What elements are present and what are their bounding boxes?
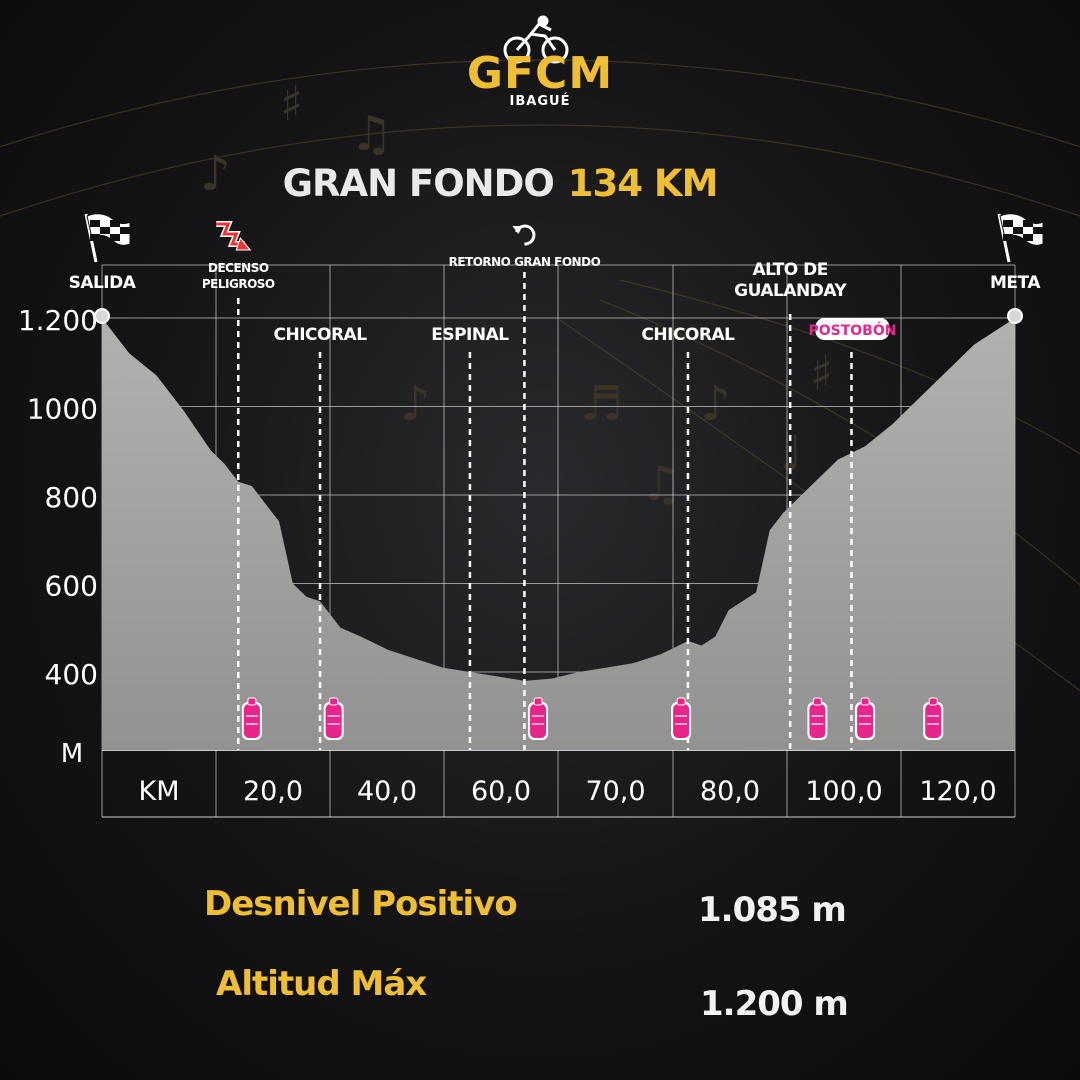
svg-text:♯: ♯ xyxy=(280,76,303,132)
stat-value-desnivel: 1.085 m xyxy=(698,890,847,930)
km-tick-label: 100,0 xyxy=(805,776,882,807)
water-bottle-icon xyxy=(671,697,692,740)
marker-label: POSTOBÓN xyxy=(808,321,896,339)
elevation-profile-area xyxy=(102,318,1015,750)
km-row: KM 20,0 40,0 60,0 70,0 80,0 100,0 120,0 xyxy=(138,776,996,807)
bottle-body xyxy=(325,704,342,738)
svg-text:♯: ♯ xyxy=(810,346,833,402)
marker-label: CHICORAL xyxy=(641,325,735,345)
km-tick-label: 20,0 xyxy=(243,776,303,807)
svg-text:♪: ♪ xyxy=(400,376,431,432)
y-tick-label: 800 xyxy=(45,481,98,514)
bottle-cap xyxy=(676,697,686,706)
km-tick-label: 60,0 xyxy=(471,776,531,807)
postobon-badge xyxy=(815,318,890,340)
marker-label: ESPINAL xyxy=(431,325,509,345)
km-tick-label: 120,0 xyxy=(919,776,996,807)
chart-markers: SALIDA DECENSO PELIGROSO CHICORAL ESPINAL RET… xyxy=(69,213,1044,345)
checkered-flag-icon xyxy=(997,213,1044,263)
flag-square xyxy=(90,220,100,227)
bottle-cap xyxy=(812,697,822,706)
cyclist-icon xyxy=(503,15,569,64)
bottle-body xyxy=(809,704,826,738)
svg-text:♫: ♫ xyxy=(350,106,393,162)
km-tick-label: 40,0 xyxy=(357,776,417,807)
bottle-cap xyxy=(928,697,938,706)
flag-square xyxy=(1023,220,1033,227)
endpoint-marker xyxy=(1007,308,1023,324)
stat-value-altitud: 1.200 m xyxy=(700,984,849,1024)
postobon-logo: POSTOBÓN xyxy=(808,318,896,340)
svg-text:♫: ♫ xyxy=(640,456,683,512)
bottle-body xyxy=(925,704,942,738)
bottle-body xyxy=(243,704,260,738)
title-prefix: GRAN FONDO xyxy=(282,162,555,205)
y-tick-label: 1000 xyxy=(27,393,98,426)
y-tick-label: 400 xyxy=(45,658,98,691)
marker-label: PELIGROSO xyxy=(202,277,275,291)
marker-label: DECENSO xyxy=(208,261,269,275)
checkered-flag-icon xyxy=(84,213,131,263)
marker-label: GUALANDAY xyxy=(734,281,847,301)
y-axis-label: M xyxy=(61,739,83,769)
bottle-cap xyxy=(247,697,257,706)
y-tick-label: 600 xyxy=(45,570,98,603)
water-bottle-icon xyxy=(855,697,876,740)
danger-arrow-icon xyxy=(216,221,252,251)
marker-label: RETORNO GRAN FONDO xyxy=(449,255,601,269)
bottle-cap xyxy=(329,697,339,706)
danger-arrow-line xyxy=(216,222,245,246)
y-axis-ticks: 1.200 1000 800 600 400 M xyxy=(18,304,98,769)
water-bottle-icon xyxy=(923,697,944,740)
water-bottle-icon xyxy=(241,697,262,740)
music-notes-decoration: ♪ ♯ ♫ ♬ ♪ ♩ ♫ ♯ ♪ xyxy=(200,76,833,512)
marker-label: SALIDA xyxy=(69,273,137,293)
u-turn-icon xyxy=(512,224,536,246)
svg-text:♪: ♪ xyxy=(700,376,731,432)
flag-square xyxy=(100,227,110,234)
bottle-cap xyxy=(533,697,543,706)
svg-text:♪: ♪ xyxy=(200,146,231,202)
flag-square xyxy=(90,234,100,241)
flag-square xyxy=(120,227,130,234)
flag-square xyxy=(1003,234,1013,241)
x-axis-label: KM xyxy=(138,776,179,807)
flag-square xyxy=(1033,227,1043,234)
water-bottle-icon xyxy=(528,697,549,740)
marker-lines xyxy=(237,272,853,750)
danger-arrow-head xyxy=(235,236,252,251)
bottle-body xyxy=(530,704,547,738)
water-bottle-icon xyxy=(323,697,344,740)
page-title: GRAN FONDO 134 KM xyxy=(0,162,1000,205)
km-tick-label: 80,0 xyxy=(700,776,760,807)
marker-label: META xyxy=(990,273,1041,293)
water-bottle-icon xyxy=(807,697,828,740)
marker-label: CHICORAL xyxy=(274,325,368,345)
km-tick-label: 70,0 xyxy=(585,776,645,807)
marker-label: ALTO DE xyxy=(752,260,827,280)
stat-label-altitud: Altitud Máx xyxy=(216,964,427,1004)
flag-square xyxy=(1023,234,1033,241)
svg-text:♩: ♩ xyxy=(780,426,803,482)
y-tick-label: 1.200 xyxy=(18,304,98,337)
bottle-cap xyxy=(860,697,870,706)
stat-label-desnivel: Desnivel Positivo xyxy=(204,884,518,924)
bottle-body xyxy=(673,704,690,738)
water-stations xyxy=(241,697,944,740)
flag-square xyxy=(110,220,120,227)
u-turn-head xyxy=(512,226,523,234)
title-distance: 134 KM xyxy=(567,162,719,205)
bottle-body xyxy=(857,704,874,738)
flag-square xyxy=(1003,220,1013,227)
svg-text:♬: ♬ xyxy=(580,376,623,432)
endpoint-marker xyxy=(94,308,110,324)
flag-square xyxy=(1013,227,1023,234)
flag-square xyxy=(110,234,120,241)
logo-text: GFCM xyxy=(466,48,614,99)
logo-city: IBAGUÉ xyxy=(509,94,571,109)
